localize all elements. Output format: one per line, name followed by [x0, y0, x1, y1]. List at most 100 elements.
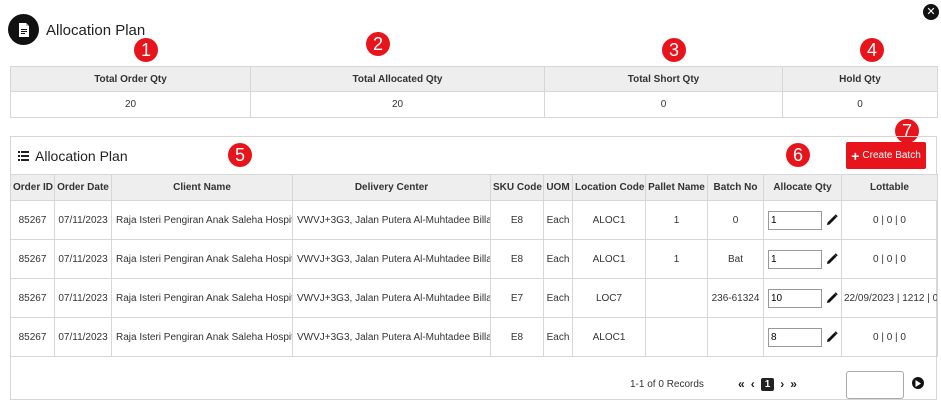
cell-sku-code: E8: [490, 239, 544, 279]
col-location-code[interactable]: Location Code: [572, 174, 646, 201]
cell-batch-no: [707, 317, 764, 357]
table-header-row: Order ID Order Date Client Name Delivery…: [10, 174, 938, 201]
cell-batch-no: Bat: [707, 239, 764, 279]
allocate-qty-input[interactable]: [768, 249, 822, 269]
records-count: 1-1 of 0 Records: [630, 379, 704, 390]
cell-allocate-qty: [763, 239, 842, 279]
cell-uom: Each: [543, 239, 573, 279]
cell-location-code: ALOC1: [572, 200, 646, 240]
cell-client-name: Raja Isteri Pengiran Anak Saleha Hospita…: [111, 200, 293, 240]
panel-title: Allocation Plan: [35, 148, 128, 164]
cell-batch-no: 0: [707, 200, 764, 240]
cell-order-date: 07/11/2023: [54, 239, 112, 279]
annotation-badge-2: 2: [366, 32, 390, 56]
cell-client-name: Raja Isteri Pengiran Anak Saleha Hospita…: [111, 278, 293, 318]
cell-lottable: 0 | 0 | 0: [841, 239, 938, 279]
summary-header-hold-qty: Hold Qty: [782, 66, 938, 92]
play-circle-icon[interactable]: [912, 377, 924, 389]
cell-batch-no: 236-61324: [707, 278, 764, 318]
cell-uom: Each: [543, 278, 573, 318]
annotation-badge-6: 6: [786, 143, 810, 167]
summary-header-total-order-qty: Total Order Qty: [10, 66, 251, 92]
pagination: « ‹ 1 › »: [738, 377, 797, 391]
col-client-name[interactable]: Client Name: [111, 174, 293, 201]
col-allocate-qty[interactable]: Allocate Qty: [763, 174, 842, 201]
summary-value-total-short-qty: 0: [544, 91, 783, 118]
annotation-badge-5: 5: [228, 143, 252, 167]
col-batch-no[interactable]: Batch No: [707, 174, 764, 201]
current-page-button[interactable]: 1: [760, 377, 775, 391]
cell-uom: Each: [543, 317, 573, 357]
table-row: 85267 07/11/2023 Raja Isteri Pengiran An…: [10, 317, 938, 357]
col-order-id[interactable]: Order ID: [10, 174, 55, 201]
next-page-button[interactable]: ›: [780, 377, 785, 391]
prev-page-button[interactable]: ‹: [750, 377, 755, 391]
cell-client-name: Raja Isteri Pengiran Anak Saleha Hospita…: [111, 317, 293, 357]
allocate-qty-input[interactable]: [768, 210, 822, 230]
cell-sku-code: E8: [490, 200, 544, 240]
cell-order-id: 85267: [10, 317, 55, 357]
pencil-icon[interactable]: [826, 292, 838, 304]
cell-uom: Each: [543, 200, 573, 240]
pencil-icon[interactable]: [826, 253, 838, 265]
col-delivery-center[interactable]: Delivery Center: [292, 174, 491, 201]
cell-order-date: 07/11/2023: [54, 317, 112, 357]
cell-allocate-qty: [763, 278, 842, 318]
cell-sku-code: E8: [490, 317, 544, 357]
cell-order-id: 85267: [10, 278, 55, 318]
table-row: 85267 07/11/2023 Raja Isteri Pengiran An…: [10, 239, 938, 279]
summary-value-total-order-qty: 20: [10, 91, 251, 118]
cell-client-name: Raja Isteri Pengiran Anak Saleha Hospita…: [111, 239, 293, 279]
cell-order-date: 07/11/2023: [54, 278, 112, 318]
summary-header-total-short-qty: Total Short Qty: [544, 66, 783, 92]
cell-lottable: 0 | 0 | 0: [841, 200, 938, 240]
cell-order-id: 85267: [10, 239, 55, 279]
summary-header-total-allocated-qty: Total Allocated Qty: [250, 66, 545, 92]
cell-location-code: ALOC1: [572, 317, 646, 357]
cell-delivery-center: VWVJ+3G3, Jalan Putera Al-Muhtadee Billa…: [292, 239, 491, 279]
cell-location-code: LOC7: [572, 278, 646, 318]
list-icon: [18, 151, 29, 161]
annotation-badge-7: 7: [895, 119, 919, 143]
col-pallet-name[interactable]: Pallet Name: [645, 174, 708, 201]
cell-pallet-name: 1: [645, 239, 708, 279]
create-batch-label: Create Batch: [862, 150, 921, 161]
cell-lottable: 22/09/2023 | 1212 | 0: [841, 278, 938, 318]
cell-lottable: 0 | 0 | 0: [841, 317, 938, 357]
cell-location-code: ALOC1: [572, 239, 646, 279]
allocate-qty-input[interactable]: [768, 327, 822, 347]
cell-pallet-name: [645, 278, 708, 318]
summary-value-total-allocated-qty: 20: [250, 91, 545, 118]
page-number-input[interactable]: [846, 371, 904, 399]
col-order-date[interactable]: Order Date: [54, 174, 112, 201]
cell-allocate-qty: [763, 200, 842, 240]
annotation-badge-3: 3: [662, 38, 686, 62]
last-page-button[interactable]: »: [790, 377, 797, 391]
cell-order-id: 85267: [10, 200, 55, 240]
cell-sku-code: E7: [490, 278, 544, 318]
annotation-badge-1: 1: [134, 38, 158, 62]
col-uom[interactable]: UOM: [543, 174, 573, 201]
pencil-icon[interactable]: [826, 214, 838, 226]
cell-order-date: 07/11/2023: [54, 200, 112, 240]
annotation-badge-4: 4: [860, 38, 884, 62]
summary-value-hold-qty: 0: [782, 91, 938, 118]
cell-pallet-name: [645, 317, 708, 357]
cell-delivery-center: VWVJ+3G3, Jalan Putera Al-Muhtadee Billa…: [292, 317, 491, 357]
panel-header: Allocation Plan: [18, 148, 128, 164]
summary-table: Total Order Qty Total Allocated Qty Tota…: [10, 66, 938, 118]
pencil-icon[interactable]: [826, 331, 838, 343]
col-lottable[interactable]: Lottable: [841, 174, 938, 201]
col-sku-code[interactable]: SKU Code: [490, 174, 544, 201]
close-icon[interactable]: ✕: [923, 4, 939, 20]
create-batch-button[interactable]: + Create Batch: [846, 142, 926, 169]
allocation-table: Order ID Order Date Client Name Delivery…: [10, 174, 938, 357]
cell-delivery-center: VWVJ+3G3, Jalan Putera Al-Muhtadee Billa…: [292, 278, 491, 318]
document-icon: [8, 14, 39, 45]
allocate-qty-input[interactable]: [768, 288, 822, 308]
first-page-button[interactable]: «: [738, 377, 745, 391]
table-row: 85267 07/11/2023 Raja Isteri Pengiran An…: [10, 278, 938, 318]
modal-title: Allocation Plan: [46, 22, 146, 39]
plus-icon: +: [851, 147, 860, 164]
table-row: 85267 07/11/2023 Raja Isteri Pengiran An…: [10, 200, 938, 240]
